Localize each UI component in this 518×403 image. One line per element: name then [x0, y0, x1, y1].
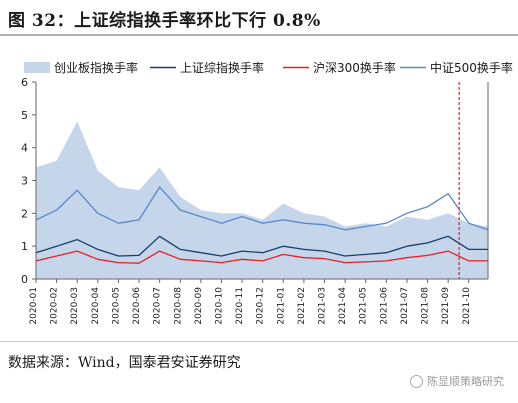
y-tick-label-0: 0	[21, 273, 28, 286]
series-line-3	[35, 186, 489, 231]
x-tick-label-6: 2020-07	[153, 287, 163, 325]
turnover-chart: 创业板指换手率 上证综指换手率 沪深300换手率 中证500换手率 0 1 2 3 4 5 6 20…	[21, 60, 513, 325]
source-divider	[0, 341, 518, 342]
figure-title: 图 32：上证综指换手率环比下行 0.8%	[8, 11, 321, 31]
x-tick-label-4: 2020-05	[111, 287, 121, 325]
axes: 0 1 2 3 4 5 6 2020-01 2020-02 2020-03 2020-04 2020-…	[21, 76, 489, 325]
y-tick-label-4: 4	[21, 142, 28, 155]
x-tick-label-16: 2021-05	[359, 287, 369, 325]
x-tick-label-2: 2020-03	[70, 287, 80, 325]
x-tick-label-3: 2020-04	[91, 287, 101, 325]
y-tick-label-2: 2	[21, 207, 28, 220]
source-note: 数据来源：Wind，国泰君安证券研究	[8, 355, 241, 371]
x-tick-label-19: 2021-08	[421, 287, 431, 325]
y-tick-label-3: 3	[21, 175, 28, 188]
x-tick-label-20: 2021-09	[441, 287, 451, 325]
x-tick-label-21: 2021-10	[462, 287, 472, 325]
series-area-chinext	[36, 121, 488, 280]
legend-label-2: 沪深300换手率	[313, 60, 396, 75]
x-tick-label-13: 2021-02	[297, 287, 307, 325]
x-tick-label-17: 2021-06	[379, 287, 389, 325]
x-tick-label-9: 2020-10	[215, 287, 225, 325]
wechat-icon	[410, 374, 423, 388]
watermark: 陈显顺策略研究	[410, 373, 504, 389]
legend: 创业板指换手率 上证综指换手率 沪深300换手率 中证500换手率	[24, 60, 513, 75]
x-tick-label-12: 2021-01	[276, 287, 286, 325]
x-tick-label-1: 2020-02	[50, 287, 60, 325]
legend-label-3: 中证500换手率	[430, 60, 513, 75]
legend-swatch-0	[24, 62, 50, 73]
y-tick-label-1: 1	[21, 240, 28, 253]
y-tick-label-6: 6	[21, 76, 28, 89]
y-tick-label-5: 5	[21, 109, 28, 122]
legend-label-1: 上证综指换手率	[180, 60, 264, 75]
x-tick-label-0: 2020-01	[29, 287, 39, 325]
x-tick-label-10: 2020-11	[235, 287, 245, 325]
plot-series	[35, 82, 489, 280]
watermark-text: 陈显顺策略研究	[427, 375, 504, 388]
x-tick-label-7: 2020-08	[173, 287, 183, 325]
series-line-2	[35, 250, 488, 264]
x-tick-label-18: 2021-07	[400, 287, 410, 325]
x-tick-label-11: 2020-12	[256, 287, 266, 325]
x-tick-label-8: 2020-09	[194, 287, 204, 325]
series-line-1	[35, 235, 488, 257]
x-tick-label-5: 2020-06	[132, 287, 142, 325]
x-tick-label-15: 2021-04	[338, 287, 348, 325]
title-divider	[0, 34, 518, 36]
legend-label-0: 创业板指换手率	[54, 60, 138, 75]
x-tick-label-14: 2021-03	[318, 287, 328, 325]
